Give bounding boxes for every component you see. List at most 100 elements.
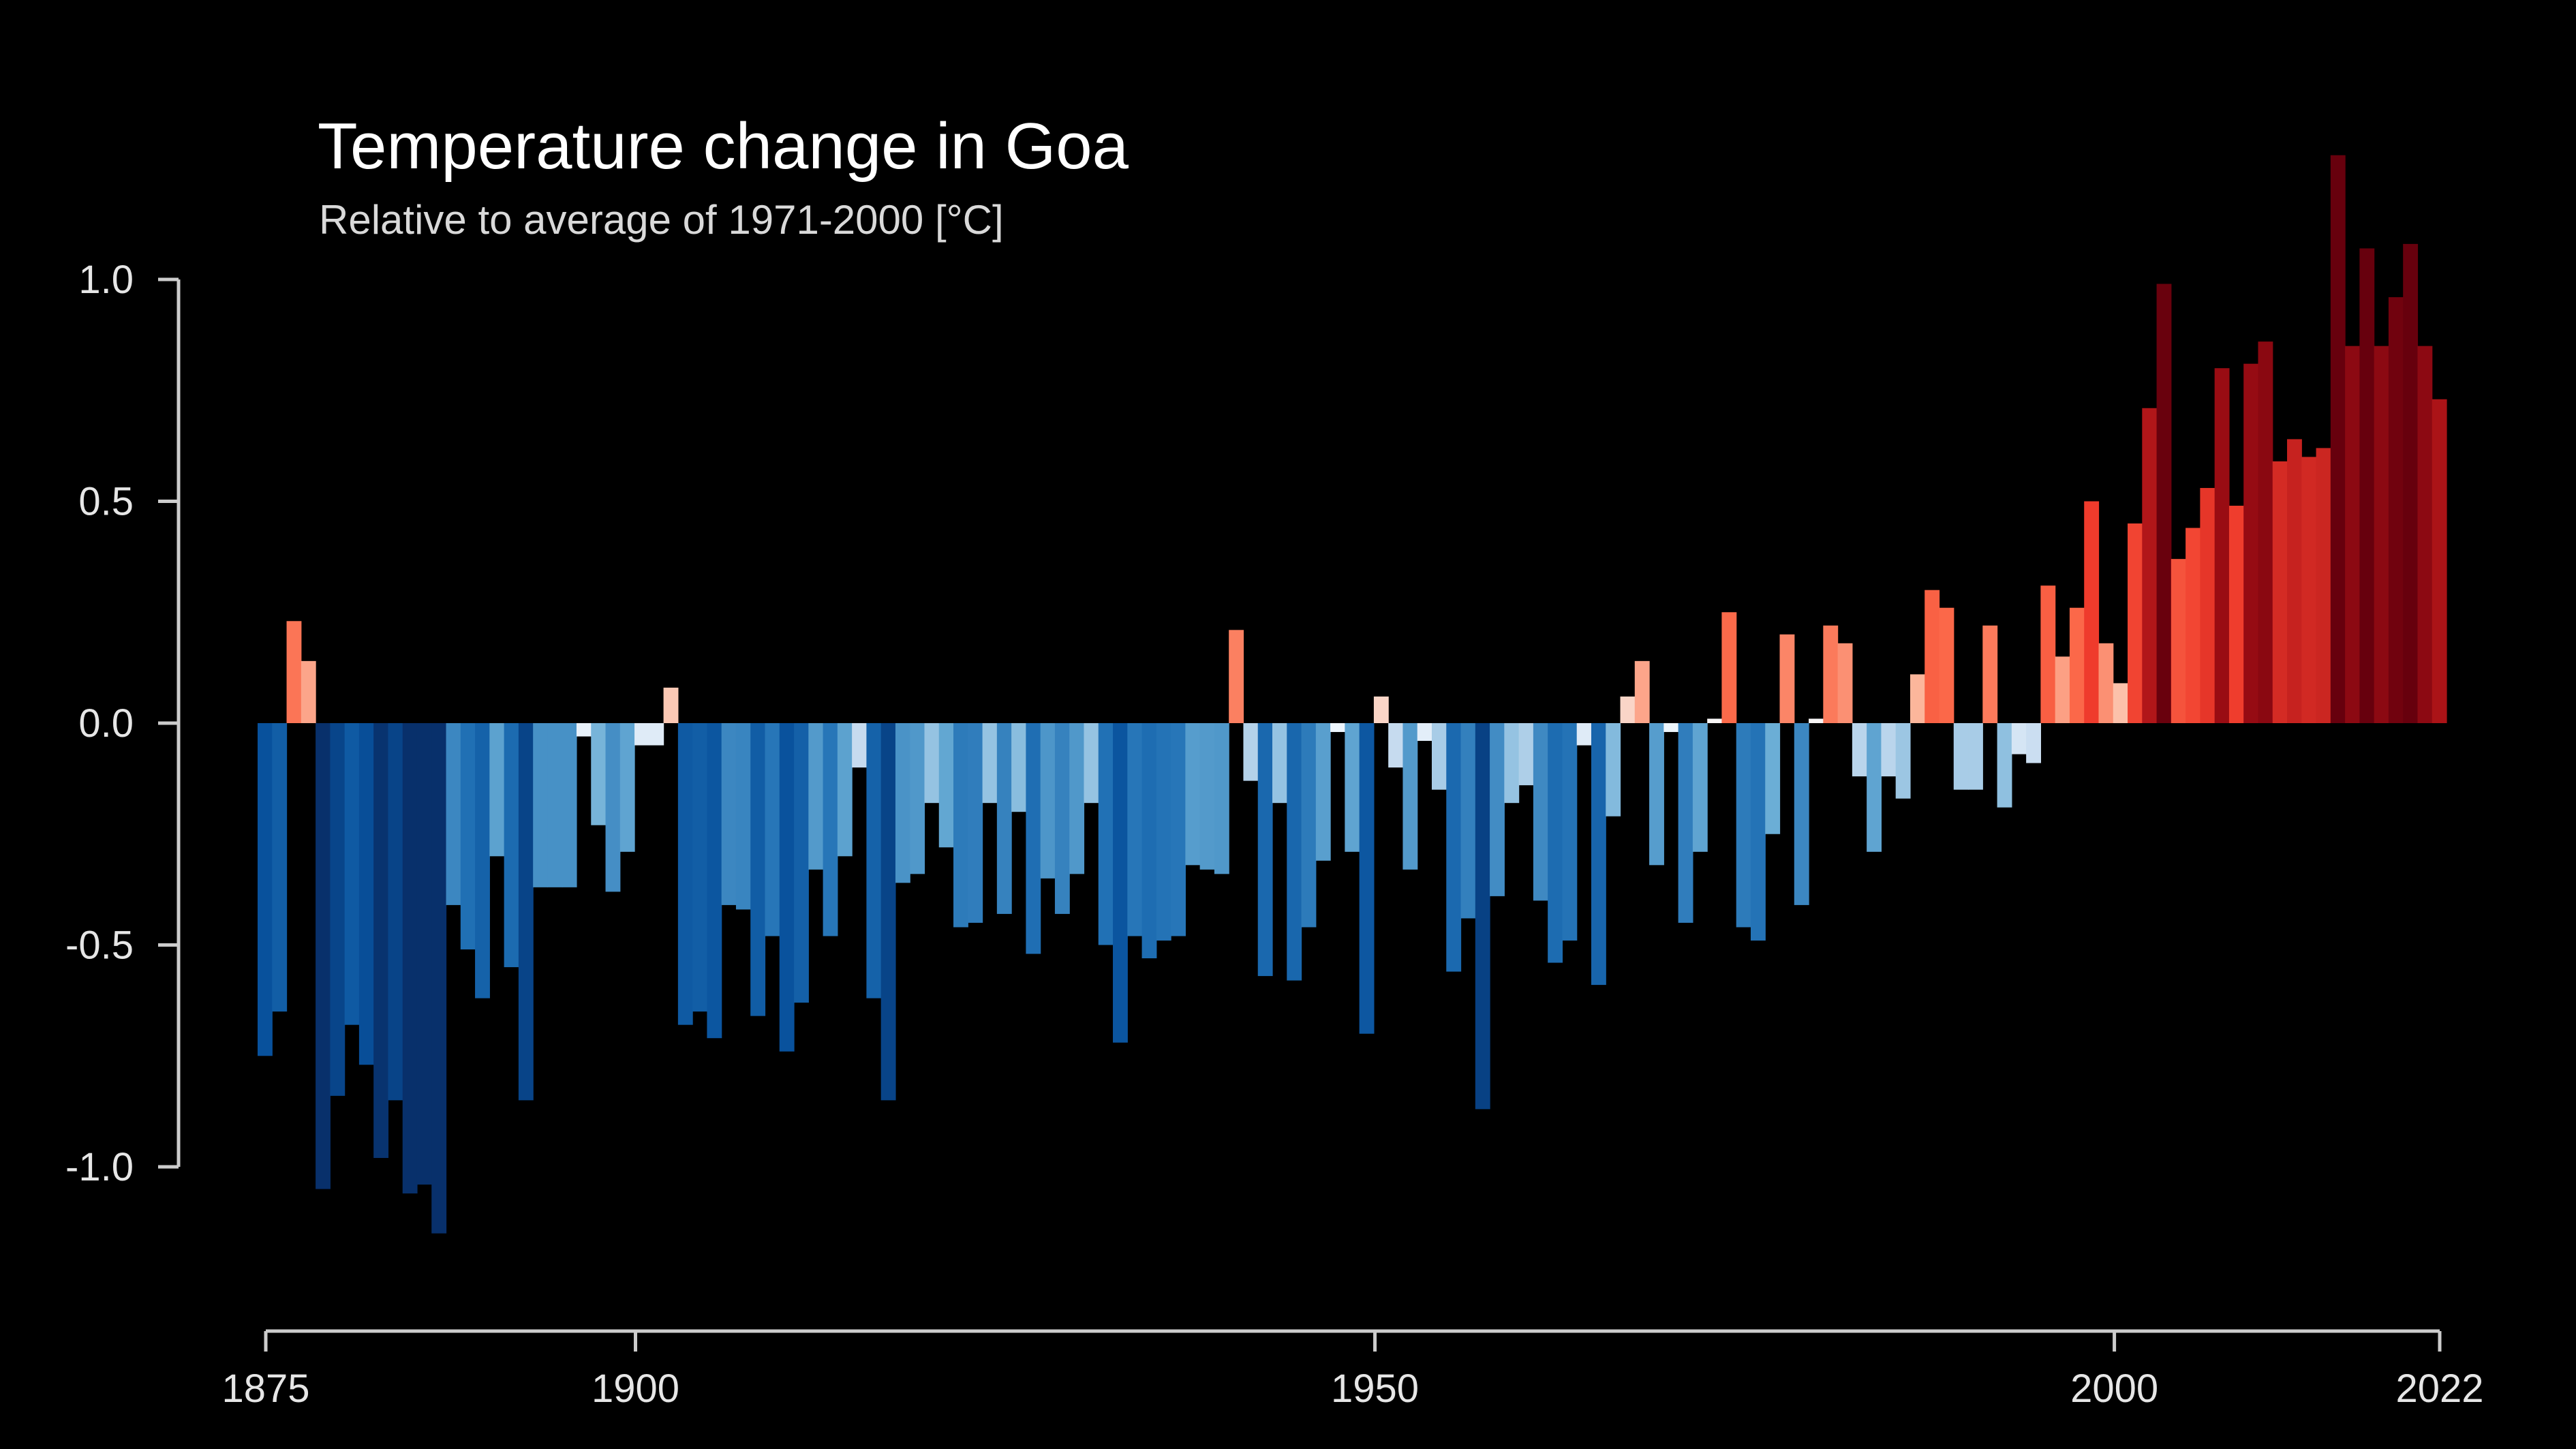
bar-1985 [1852,723,1867,777]
bar-1934 [1113,723,1128,1043]
bar-1994 [1982,625,1998,723]
bar-1902 [649,723,664,746]
bar-1920 [910,723,925,874]
bar-1928 [1026,723,1041,954]
bar-1995 [1997,723,2012,808]
bar-1937 [1156,723,1171,941]
bar-1950 [1345,723,1360,852]
bar-1875 [258,723,273,1056]
bar-1941 [1214,723,1229,874]
bar-1999 [2055,656,2070,723]
bar-1959 [1475,723,1490,1110]
bar-1900 [619,723,635,852]
bar-1953 [1388,723,1404,768]
bar-1947 [1301,723,1317,928]
bar-1973 [1678,723,1693,923]
bar-2021 [2374,346,2389,723]
bar-1922 [938,723,954,848]
bar-2016 [2301,457,2317,723]
bar-1878 [301,660,316,723]
bar-2007 [2171,559,2186,723]
bar-1939 [1185,723,1201,866]
x-axis: 1875 1900 1950 2000 2022 [221,1329,2484,1411]
bar-1982 [1809,718,1824,723]
bar-1943 [1243,723,1259,781]
bar-1983 [1823,625,1839,723]
bar-1898 [591,723,607,825]
bar-1930 [1054,723,1070,914]
bar-1986 [1867,723,1882,852]
bar-1916 [852,723,867,768]
bar-1952 [1373,696,1389,723]
bar-2010 [2214,368,2230,723]
bar-2015 [2287,439,2302,723]
bar-2023 [2403,243,2419,723]
bar-2018 [2330,155,2346,724]
bar-1891 [489,723,505,857]
bar-1942 [1229,630,1244,723]
bar-1974 [1692,723,1708,852]
bar-1890 [475,723,490,998]
bar-1899 [605,723,621,892]
bar-1987 [1881,723,1897,777]
bar-2009 [2200,487,2215,723]
bar-2020 [2359,248,2375,723]
bar-1977 [1736,723,1751,928]
bar-1938 [1171,723,1186,936]
bar-1948 [1315,723,1331,861]
y-tick-label: -1.0 [65,1145,134,1189]
bar-1969 [1620,696,1636,723]
bar-1877 [286,621,302,723]
bar-2025 [2432,399,2447,723]
bar-1967 [1591,723,1606,986]
bar-1931 [1069,723,1085,874]
bar-2019 [2345,346,2360,723]
bar-1918 [880,723,896,1101]
bar-2012 [2243,363,2259,723]
chart-subtitle: Relative to average of 1971-2000 [°C] [319,197,1004,243]
bar-1924 [968,723,983,923]
bar-1901 [634,723,649,746]
bar-1905 [692,723,708,1012]
bar-1892 [504,723,519,968]
bar-1961 [1504,723,1520,804]
bar-1984 [1837,643,1853,723]
x-tick-label: 1900 [592,1367,679,1411]
bar-1897 [576,723,592,737]
bar-1894 [533,723,549,887]
bar-1910 [765,723,780,936]
bar-2011 [2228,506,2244,723]
bar-1882 [358,723,374,1065]
bar-2005 [2142,408,2158,723]
bar-1915 [837,723,853,857]
bar-1933 [1098,723,1114,945]
y-tick-label: -0.5 [65,924,134,968]
bar-2002 [2098,643,2114,723]
bar-1904 [677,723,693,1025]
bar-1964 [1548,723,1563,963]
bar-1980 [1779,634,1795,723]
bar-1951 [1359,723,1375,1034]
x-tick-label: 1950 [1331,1367,1419,1411]
bar-1990 [1925,590,1940,723]
bar-1893 [518,723,534,1101]
bar-1954 [1402,723,1418,870]
bar-1935 [1127,723,1143,936]
bar-2004 [2128,523,2143,723]
bar-1889 [460,723,476,950]
bar-1919 [895,723,910,883]
y-tick-label: 1.0 [78,258,134,302]
bar-1876 [272,723,288,1012]
bar-1958 [1460,723,1476,919]
bar-1991 [1939,607,1954,723]
bar-2017 [2316,448,2331,723]
bar-1957 [1446,723,1462,972]
bar-1895 [547,723,563,887]
bar-1955 [1417,723,1432,742]
bar-1956 [1431,723,1447,790]
bar-1949 [1330,723,1345,733]
bar-1880 [330,723,346,1096]
bar-1909 [750,723,766,1016]
bar-1946 [1287,723,1302,981]
